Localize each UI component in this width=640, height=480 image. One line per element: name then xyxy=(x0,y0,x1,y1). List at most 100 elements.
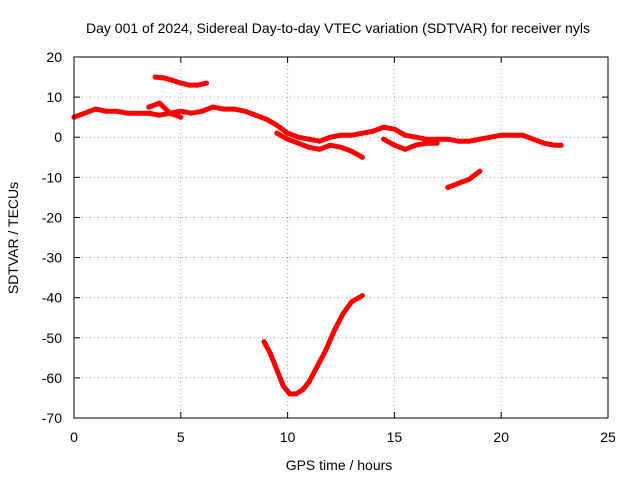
data-point xyxy=(221,106,226,112)
data-point xyxy=(199,108,205,114)
data-point xyxy=(434,136,440,142)
data-point xyxy=(231,106,237,112)
data-point xyxy=(413,142,419,148)
data-point xyxy=(541,140,547,146)
data-point xyxy=(456,180,461,186)
data-point xyxy=(92,106,98,112)
data-point xyxy=(359,130,365,136)
data-point xyxy=(135,110,141,116)
data-point xyxy=(423,136,429,142)
y-tick-label: -70 xyxy=(42,410,62,426)
data-point xyxy=(178,108,184,114)
series-line-mid-band xyxy=(381,136,440,152)
data-point xyxy=(253,112,259,118)
data-point xyxy=(146,104,152,110)
data-point xyxy=(280,383,286,389)
x-tick-label: 25 xyxy=(600,429,616,445)
y-tick-label: -10 xyxy=(42,169,62,185)
data-point xyxy=(466,176,472,182)
data-point xyxy=(456,138,461,144)
data-point xyxy=(349,148,355,154)
data-point xyxy=(445,184,451,190)
data-point xyxy=(146,110,152,116)
series-line-early-dip xyxy=(146,100,184,120)
data-point xyxy=(477,136,483,142)
data-point xyxy=(274,367,280,373)
data-point xyxy=(391,126,397,132)
data-point xyxy=(498,132,504,138)
data-point xyxy=(263,116,269,122)
data-point xyxy=(178,114,184,120)
data-point xyxy=(124,110,130,116)
grid xyxy=(74,57,608,418)
data-point xyxy=(285,136,291,142)
data-point xyxy=(317,146,323,152)
y-tick-label: -60 xyxy=(42,370,62,386)
data-point xyxy=(300,387,306,393)
data-point xyxy=(203,80,209,86)
series-line-right-segment xyxy=(445,168,483,190)
data-point xyxy=(295,134,301,140)
data-point xyxy=(413,134,419,140)
data-point xyxy=(327,142,333,148)
y-tick-label: 10 xyxy=(46,89,62,105)
data-point xyxy=(402,146,408,152)
x-tick-label: 15 xyxy=(387,429,403,445)
data-point xyxy=(338,132,344,138)
data-point xyxy=(381,136,387,142)
data-point xyxy=(370,128,376,134)
data-point xyxy=(488,134,493,140)
series-layer xyxy=(71,74,564,397)
data-point xyxy=(558,142,564,148)
y-axis-label: SDTVAR / TECUs xyxy=(5,182,21,294)
data-point xyxy=(82,110,88,116)
data-point xyxy=(103,108,109,114)
y-tick-label: -30 xyxy=(42,250,62,266)
data-point xyxy=(169,77,175,83)
data-point xyxy=(466,138,472,144)
plot-frame xyxy=(73,56,609,419)
data-point xyxy=(332,327,338,333)
data-point xyxy=(509,132,515,138)
data-point xyxy=(285,130,291,136)
data-point xyxy=(315,363,320,369)
data-point xyxy=(161,75,167,81)
data-point xyxy=(520,132,526,138)
data-point xyxy=(156,112,162,118)
x-tick-label: 0 xyxy=(70,429,78,445)
x-tick-label: 20 xyxy=(493,429,509,445)
data-point xyxy=(402,132,408,138)
data-point xyxy=(306,136,312,142)
data-point xyxy=(391,142,397,148)
data-point xyxy=(317,138,323,144)
data-point xyxy=(359,293,365,299)
data-point xyxy=(340,311,346,317)
data-point xyxy=(338,144,344,150)
data-point xyxy=(274,130,280,136)
data-point xyxy=(287,391,293,397)
data-point xyxy=(552,142,558,148)
data-point xyxy=(349,299,355,305)
data-point xyxy=(210,104,216,110)
y-tick-label: 20 xyxy=(46,49,62,65)
data-point xyxy=(293,391,299,397)
data-point xyxy=(530,136,536,142)
data-point xyxy=(323,347,329,353)
data-point xyxy=(178,80,184,86)
data-point xyxy=(242,108,248,114)
data-point xyxy=(261,339,267,345)
y-tick-label: -50 xyxy=(42,330,62,346)
ticks: 0 5 10 15 20 25 20 10 0 -10 -20 -30 -40 -50 -60 -70 xyxy=(42,49,616,445)
data-point xyxy=(195,82,201,88)
data-point xyxy=(349,132,355,138)
data-point xyxy=(295,140,301,146)
data-point xyxy=(156,100,162,106)
data-point xyxy=(477,168,483,174)
y-tick-label: 0 xyxy=(54,129,62,145)
data-point xyxy=(186,82,192,88)
data-point xyxy=(445,136,451,142)
chart-title: Day 001 of 2024, Sidereal Day-to-day VTE… xyxy=(86,20,590,36)
x-axis-label: GPS time / hours xyxy=(286,457,393,473)
data-point xyxy=(359,154,365,160)
